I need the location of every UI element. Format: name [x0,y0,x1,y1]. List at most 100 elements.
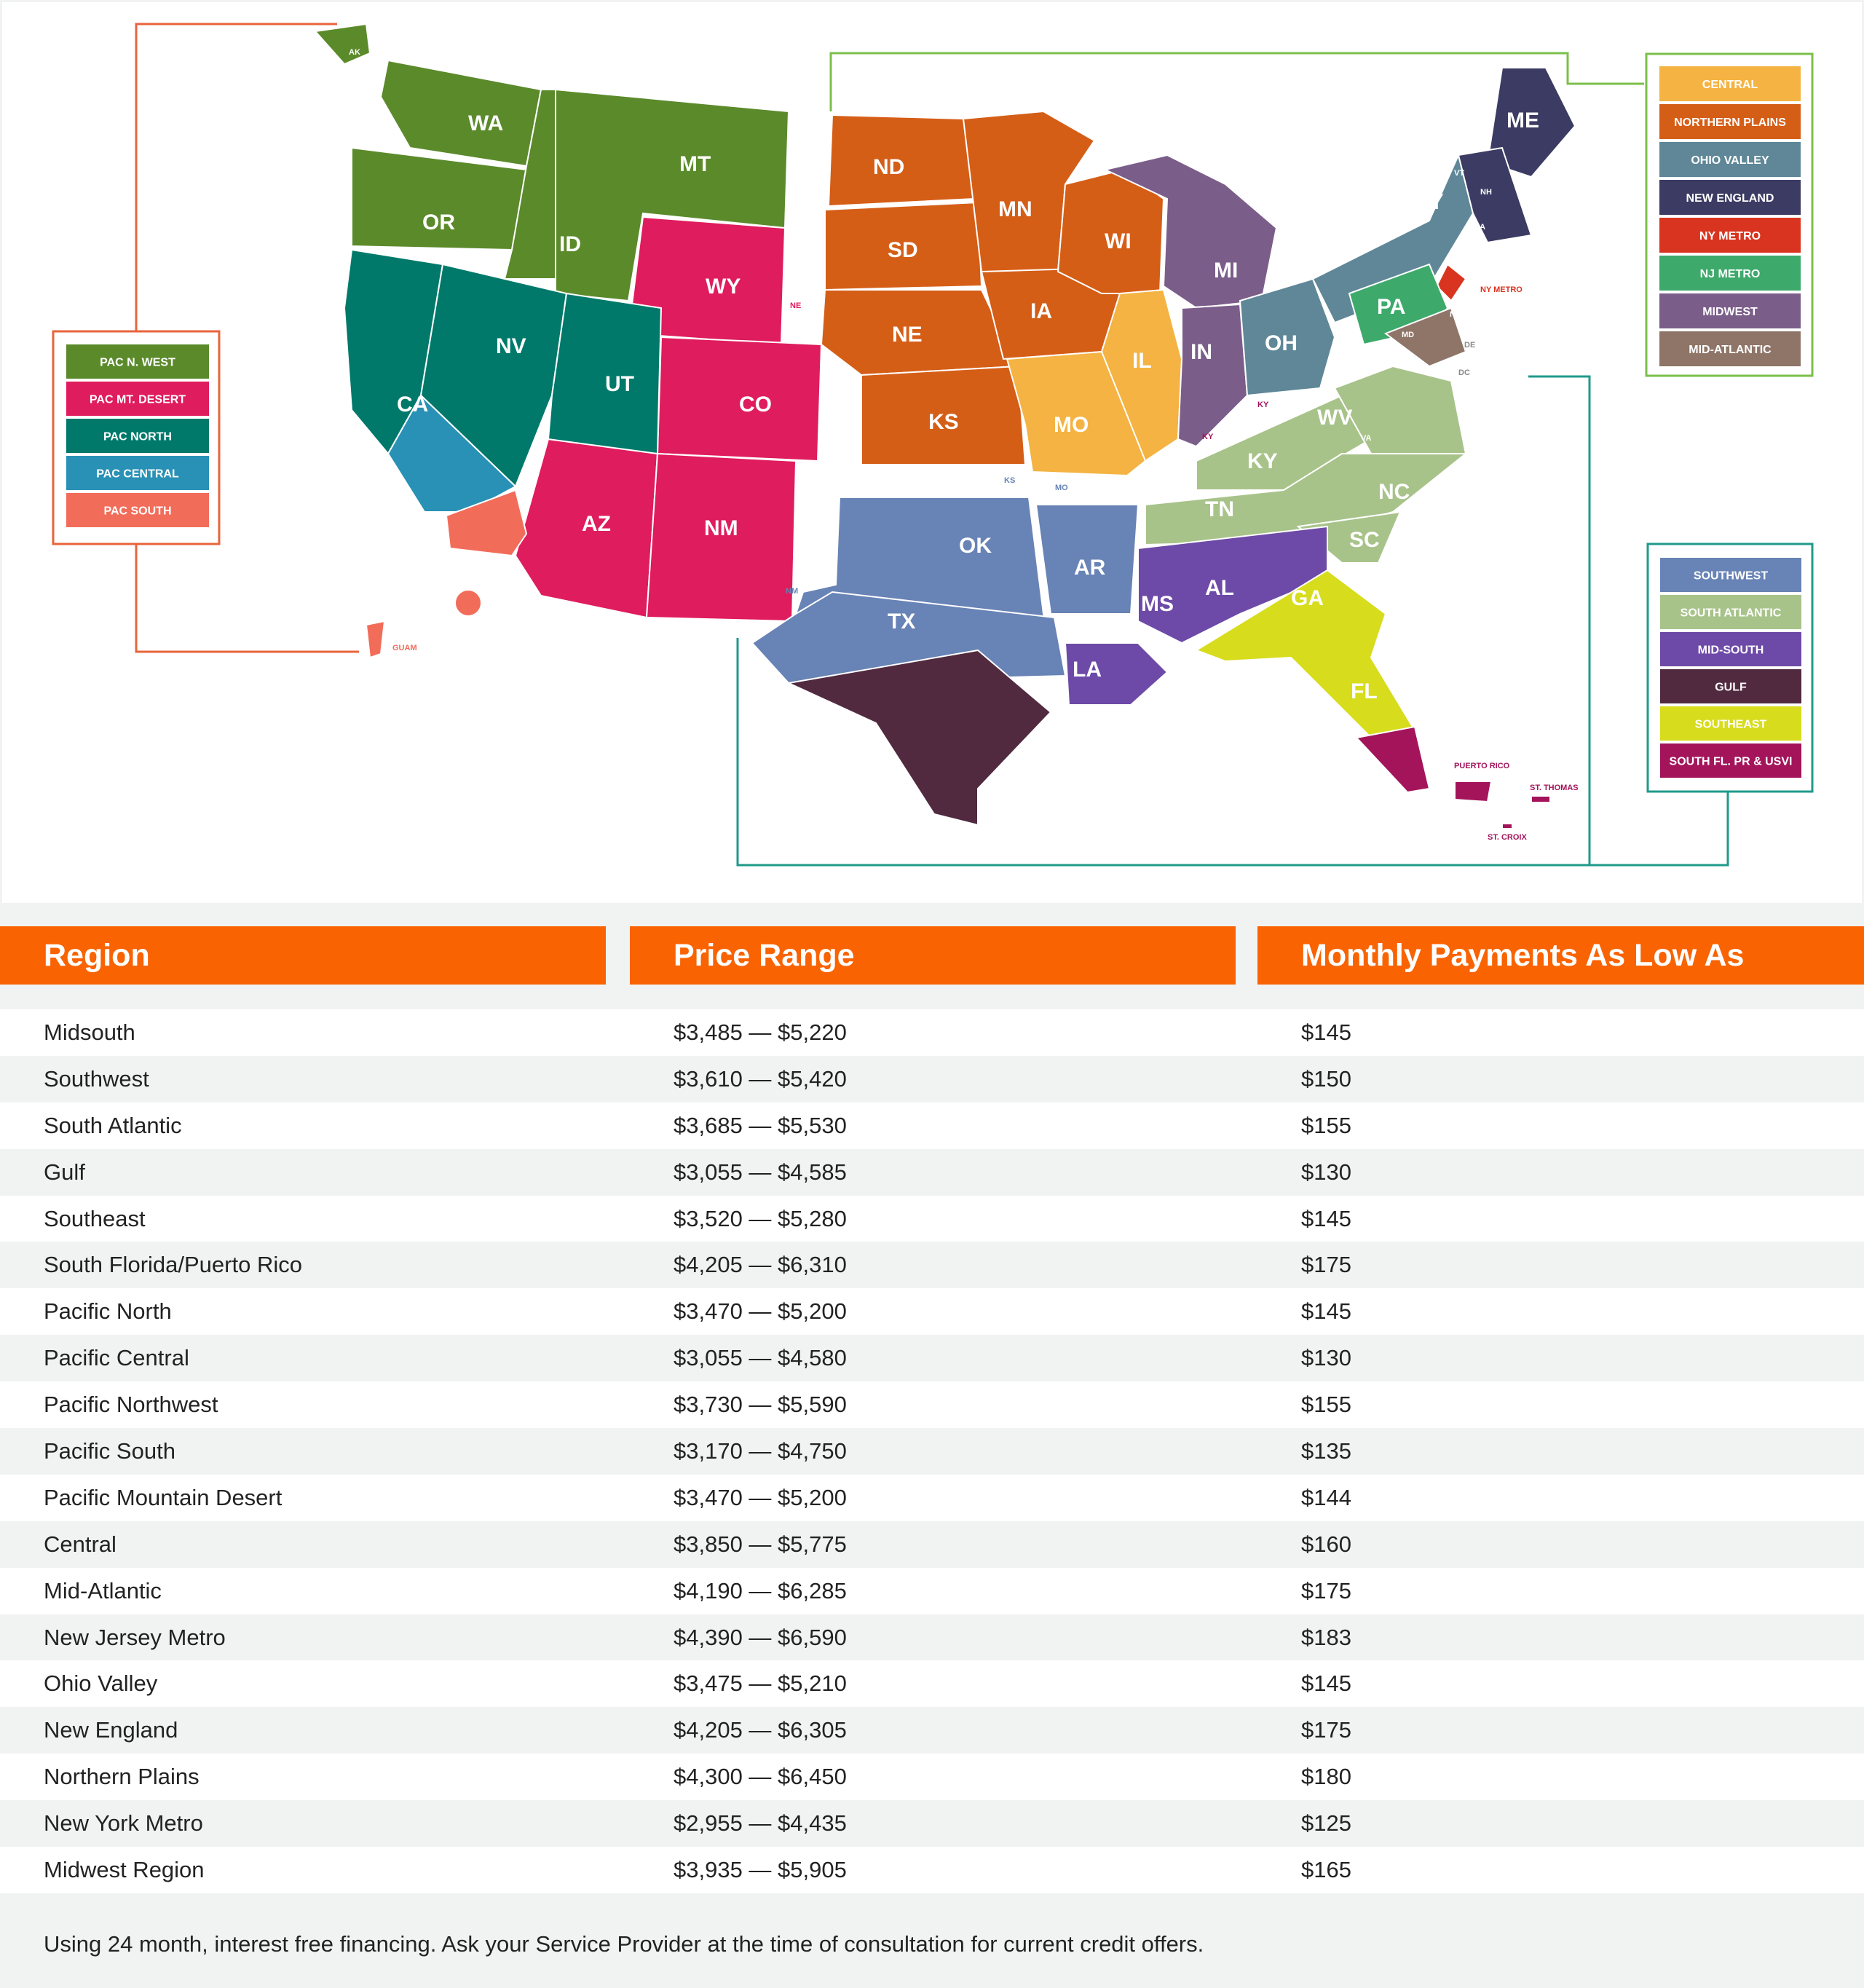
cell-monthly-payment: $145 [1301,1205,1351,1231]
cell-price-range: $2,955 — $4,435 [674,1810,847,1837]
cell-region: Pacific South [44,1437,175,1464]
cell-monthly-payment: $144 [1301,1484,1351,1510]
legend-west: PAC N. WEST PAC MT. DESERT PAC NORTH PAC CE… [52,330,221,545]
st-thomas [1531,795,1551,803]
cell-monthly-payment: $183 [1301,1624,1351,1650]
legend-north-item-label: OHIO VALLEY [1691,154,1769,167]
state-label-nc: NC [1378,480,1410,504]
cell-price-range: $3,485 — $5,220 [674,1019,847,1045]
cell-price-range: $4,205 — $6,310 [674,1252,847,1278]
table-row: Pacific South $3,170 — $4,750 $135 [0,1428,1864,1475]
cell-price-range: $3,685 — $5,530 [674,1112,847,1138]
cell-monthly-payment: $175 [1301,1252,1351,1278]
state-label-pa: PA [1377,295,1405,319]
west-connector-line [135,23,359,653]
table-row: South Florida/Puerto Rico $4,205 — $6,310… [0,1242,1864,1289]
cell-monthly-payment: $145 [1301,1671,1351,1697]
ny-metro-area [1435,263,1467,302]
cell-monthly-payment: $145 [1301,1298,1351,1325]
cell-price-range: $3,935 — $5,905 [674,1856,847,1882]
state-label-mo: MO [1054,413,1089,437]
state-label-az: AZ [582,512,611,536]
state-label-ca: CA [397,393,428,417]
footnote: Using 24 month, interest free financing.… [44,1931,1204,1957]
cell-monthly-payment: $125 [1301,1810,1351,1837]
cell-region: Pacific North [44,1298,172,1325]
state-labels: WA MT OR ID WY ND MN WI SD MI NY ME NE I… [349,48,1539,703]
state-label-wv: WV [1317,406,1352,430]
mid-atlantic-area [1383,307,1467,368]
label-nm: NM [786,587,798,596]
state-label-vt: VT [1454,169,1464,178]
cell-region: Southwest [44,1065,149,1092]
state-label-ny: NY [1413,190,1444,214]
legend-south-item-label: GULF [1715,682,1747,694]
legend-west-item-swatch [66,382,209,416]
state-label-ri: RI [1511,253,1519,262]
legend-north-item-swatch [1659,256,1801,291]
state-label-in: IN [1190,340,1212,364]
label-ky-1: KY [1257,401,1269,409]
state-label-fl: FL [1351,679,1378,703]
cell-price-range: $4,300 — $6,450 [674,1764,847,1790]
state-in [1177,303,1249,448]
state-wv-va [1333,365,1467,454]
state-label-nh: NH [1480,188,1492,197]
cell-monthly-payment: $145 [1301,1019,1351,1045]
table-row: Midsouth $3,485 — $5,220 $145 [0,1009,1864,1056]
state-mo [1006,350,1147,477]
state-la [1064,642,1169,706]
state-label-ga: GA [1291,586,1324,610]
legend-south-item-label: SOUTHEAST [1695,719,1767,731]
state-label-mt: MT [679,152,711,176]
table-row: South Atlantic $3,685 — $5,530 $155 [0,1102,1864,1149]
legend-west-item-swatch [66,419,209,453]
legend-north-item-label: MID-ATLANTIC [1689,344,1772,356]
cell-monthly-payment: $180 [1301,1764,1351,1790]
state-label-ne: NE [892,323,923,347]
st-croix [1501,823,1513,829]
legend-south-item-swatch [1660,558,1801,592]
state-wa [379,59,542,167]
legend-west-item-label: PAC SOUTH [103,505,171,518]
legend-north-item-swatch [1659,142,1801,177]
hawaii [454,589,482,617]
label-st-croix: ST. CROIX [1488,833,1527,842]
state-label-al: AL [1205,576,1234,600]
cell-region: Midwest Region [44,1856,205,1882]
region-map: WA MT OR ID WY ND MN WI SD MI NY ME NE I… [2,2,1862,903]
table-row: New York Metro $2,955 — $4,435 $125 [0,1800,1864,1847]
table-row: Pacific Mountain Desert $3,470 — $5,200 $1… [0,1474,1864,1521]
state-ak [314,23,371,66]
label-ks: KS [1004,476,1015,485]
state-label-ok: OK [959,534,992,558]
state-sd [824,201,983,291]
legend-north: CENTRAL NORTHERN PLAINS OHIO VALLEY NEW ENG… [1645,52,1814,377]
table-row: Gulf $3,055 — $4,585 $130 [0,1148,1864,1196]
legend-west-item-label: PAC N. WEST [100,357,175,369]
table-row: Southeast $3,520 — $5,280 $145 [0,1195,1864,1242]
cell-region: Pacific Central [44,1345,189,1371]
legend-west-item-swatch [66,456,209,490]
annotation-labels: NE NY METRO KY KY KS MO NM GUAM PUERTO R… [392,285,1579,842]
cell-region: Mid-Atlantic [44,1577,162,1604]
table-row: New England $4,205 — $6,305 $175 [0,1707,1864,1754]
state-label-ms: MS [1141,592,1174,616]
puerto-rico [1454,781,1493,803]
table-row: Pacific Central $3,055 — $4,580 $130 [0,1335,1864,1382]
cell-monthly-payment: $175 [1301,1717,1351,1743]
cell-price-range: $3,470 — $5,200 [674,1298,847,1325]
pricing-table-body: Midsouth $3,485 — $5,220 $145 Southwest $3,6… [0,1009,1864,1893]
cell-region: Southeast [44,1205,146,1231]
state-label-id: ID [559,232,581,256]
pac-south-area [445,489,528,557]
table-row: Northern Plains $4,300 — $6,450 $180 [0,1754,1864,1801]
legend-south-item-label: SOUTH ATLANTIC [1681,607,1782,620]
cell-price-range: $3,170 — $4,750 [674,1437,847,1464]
state-ut [547,292,663,455]
label-guam: GUAM [392,644,417,652]
cell-monthly-payment: $160 [1301,1531,1351,1557]
table-row: Pacific North $3,470 — $5,200 $145 [0,1288,1864,1336]
legend-north-item-swatch [1659,218,1801,253]
legend-north-item-label: NJ METRO [1700,268,1761,280]
